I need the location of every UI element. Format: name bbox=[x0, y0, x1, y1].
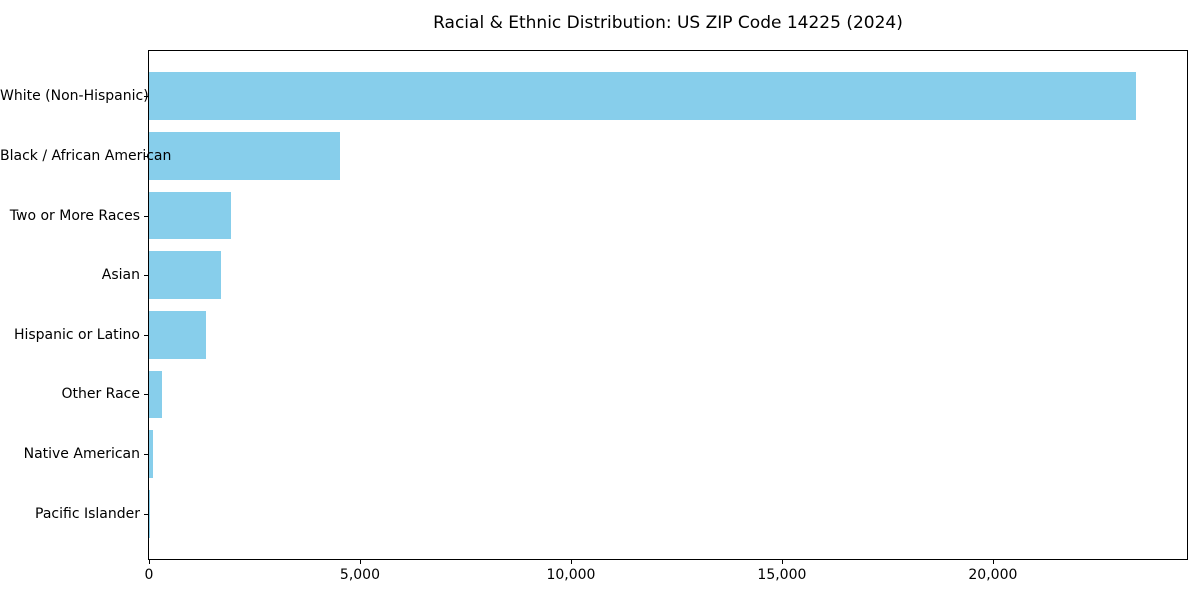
bar bbox=[149, 430, 154, 478]
y-tick bbox=[144, 215, 148, 217]
y-tick bbox=[144, 454, 148, 456]
x-tick-label: 15,000 bbox=[757, 567, 807, 583]
y-tick bbox=[144, 513, 148, 515]
plot-area bbox=[148, 50, 1188, 560]
x-tick bbox=[359, 560, 361, 564]
x-tick-label: 5,000 bbox=[339, 567, 381, 583]
x-tick-label: 10,000 bbox=[546, 567, 596, 583]
y-tick-label: Black / African American bbox=[0, 147, 172, 164]
y-tick-label: Other Race bbox=[61, 386, 140, 403]
bar bbox=[149, 72, 1137, 121]
x-tick bbox=[570, 560, 572, 564]
x-tick bbox=[149, 560, 150, 564]
y-tick bbox=[144, 275, 148, 277]
y-tick bbox=[144, 155, 148, 157]
bar bbox=[149, 370, 163, 419]
y-tick bbox=[144, 334, 148, 336]
x-tick-label: 0 bbox=[144, 567, 154, 583]
y-tick bbox=[144, 96, 148, 98]
y-tick-label: White (Non-Hispanic) bbox=[0, 88, 149, 105]
bar bbox=[149, 310, 206, 359]
y-tick-label: Native American bbox=[23, 446, 140, 463]
bar bbox=[149, 191, 231, 240]
y-tick-label: Hispanic or Latino bbox=[13, 326, 140, 343]
chart-title: Racial & Ethnic Distribution: US ZIP Cod… bbox=[433, 13, 903, 33]
bar bbox=[149, 131, 341, 180]
x-tick bbox=[781, 560, 783, 564]
x-tick bbox=[992, 560, 994, 564]
y-tick-label: Two or More Races bbox=[9, 207, 140, 224]
y-tick-label: Pacific Islander bbox=[35, 505, 140, 522]
y-tick bbox=[144, 394, 148, 396]
bar bbox=[149, 489, 150, 538]
bar bbox=[149, 251, 222, 300]
y-tick-label: Asian bbox=[101, 267, 140, 284]
x-tick-label: 20,000 bbox=[968, 567, 1018, 583]
